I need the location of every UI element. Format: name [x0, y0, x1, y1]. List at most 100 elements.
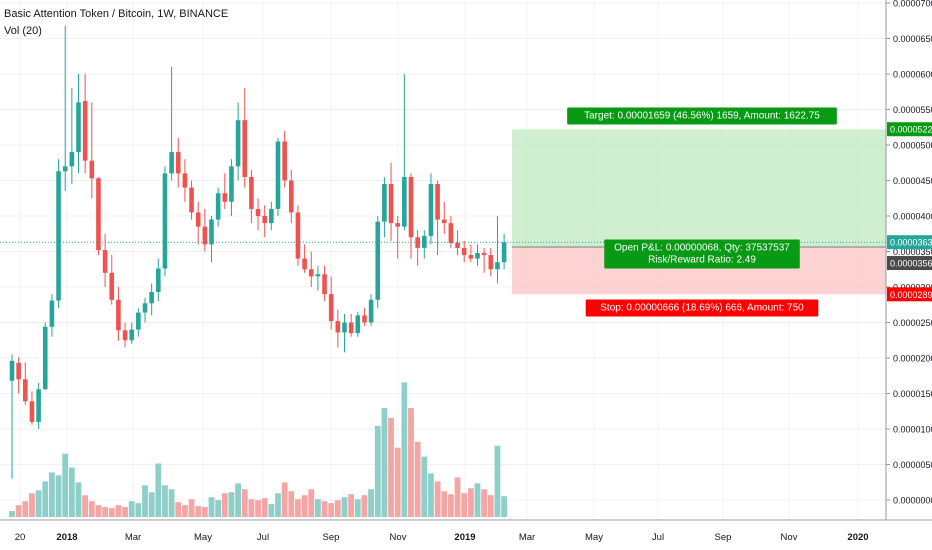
y-tick-label: 0.00004000 [893, 212, 932, 222]
candle-body [36, 389, 41, 422]
volume-bar [241, 489, 248, 517]
volume-bar [201, 507, 208, 517]
candle-body [355, 315, 361, 334]
time-axis[interactable]: 20 2018 Mar May Jul Sep Nov 2019 Mar May Jul Sep Nov… [0, 519, 932, 543]
candle-body [402, 176, 407, 227]
volume-bar [461, 493, 468, 517]
candle-body [16, 362, 21, 380]
candle-body [368, 299, 374, 323]
volume-bar [295, 499, 301, 517]
volume-bar [301, 495, 308, 517]
y-tick-label: 0.00006500 [893, 34, 932, 44]
x-tick-label: Mar [125, 532, 141, 543]
candle-body [49, 300, 55, 327]
volume-bar [268, 504, 275, 517]
candle-body [9, 360, 15, 381]
volume-bar [195, 506, 202, 517]
x-tick-label: Sep [323, 532, 340, 543]
target-label-text: Target: 0.00001659 (46.56%) 1659, Amount… [584, 111, 820, 122]
candle-body [475, 252, 480, 259]
candle-body [488, 255, 494, 270]
y-tick-label: 0.00003500 [893, 247, 932, 257]
volume-bar [481, 489, 488, 517]
volume-bar [467, 488, 474, 517]
volume-bar [354, 499, 361, 517]
volume-bar [102, 507, 108, 517]
candle-body [342, 322, 347, 333]
position-zones[interactable] [512, 129, 886, 295]
volume-bar [448, 494, 454, 517]
volume-bar [108, 508, 115, 517]
candle-body [116, 299, 121, 331]
candle-body [142, 303, 148, 313]
volume-bar [401, 382, 408, 517]
candle-body [408, 176, 414, 238]
volume-bar [162, 485, 168, 517]
candle-body [23, 379, 28, 402]
stop-price-tag-bg [887, 287, 932, 302]
volume-bar [62, 453, 69, 517]
volume-bar [348, 494, 355, 517]
volume-bar [128, 501, 135, 517]
target-price-tag-bg [887, 122, 932, 137]
candle-body [76, 102, 81, 153]
volume-bar [228, 492, 235, 517]
y-tick-label: 0.00000000 [893, 496, 932, 506]
candle-body [62, 166, 68, 172]
stop-price-tag: 0.00002897 [890, 290, 932, 300]
candle-body [189, 187, 194, 213]
candle-body [222, 193, 228, 202]
volume-bar [88, 501, 95, 517]
candle-body [422, 235, 427, 248]
volume-bar [115, 505, 122, 517]
volume-bar [408, 408, 414, 517]
candle-body [441, 219, 447, 224]
candle-body [255, 208, 261, 216]
volume-bar [9, 511, 15, 517]
candle-body [348, 322, 354, 334]
volume-bar [474, 483, 481, 517]
volume-bar [334, 500, 341, 517]
entry-price-tag-bg [887, 256, 932, 271]
x-tick-label: Mar [519, 532, 535, 543]
candle-body [182, 173, 188, 188]
entry-price-tag: 0.00003563 [890, 259, 932, 269]
candle-body [395, 223, 400, 227]
y-tick-label: 0.00007000 [893, 0, 932, 9]
x-tick-label: 2018 [56, 532, 77, 543]
volume-bar [261, 498, 268, 517]
x-tick-label: May [194, 532, 212, 543]
candle-body [202, 226, 208, 245]
candles [9, 25, 507, 479]
volume-bar [275, 493, 281, 517]
volume-bar [394, 447, 401, 517]
candle-body [129, 329, 134, 341]
candle-body [289, 180, 294, 213]
volume-bar [142, 485, 148, 517]
candle-body [335, 321, 341, 333]
volume-bar [414, 441, 421, 517]
candle-body [495, 262, 500, 270]
candle-body [428, 184, 434, 236]
candle-body [149, 291, 154, 304]
position-labels: Target: 0.00001659 (46.56%) 1659, Amount… [567, 107, 837, 317]
volume-bar [255, 500, 261, 517]
volume-bar [82, 495, 89, 517]
candle-body [455, 242, 460, 248]
volume-bar [122, 507, 128, 517]
volume-bar [454, 477, 461, 517]
volume-bar [55, 475, 62, 517]
volume-bar [22, 501, 29, 517]
candle-body [481, 252, 487, 256]
candle-body [282, 141, 287, 181]
candle-body [308, 269, 314, 277]
pnl-label-bg [604, 239, 800, 269]
candle-body [322, 274, 327, 295]
candle-body [169, 152, 174, 174]
y-tick-label: 0.00005000 [893, 141, 932, 151]
volume-bar [388, 418, 394, 517]
last-price-tag: 0.00003631 [890, 238, 932, 248]
candle-body [56, 171, 61, 301]
volume-bar [168, 489, 175, 517]
